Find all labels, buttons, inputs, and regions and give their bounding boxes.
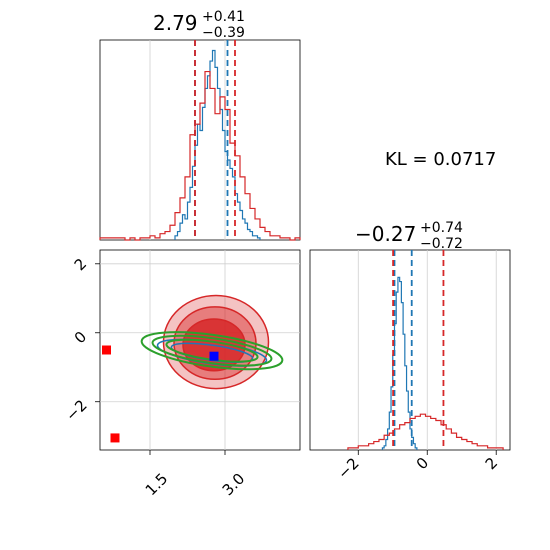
param1-value: 2.79 [153,11,198,35]
marker-layer [102,345,219,443]
hist-p2-red [347,413,504,450]
param1-lower: −0.39 [202,25,245,41]
p2-tick-label-3: 2 [482,454,501,473]
p2-tick-label-1: −2 [334,454,362,482]
kl-label: KL = 0.0717 [385,149,496,170]
hist-p1-blue [174,49,261,240]
x-tick-label-2: 3.0 [219,470,249,500]
p2-tick-label-2: 0 [413,454,432,473]
y-tick-label-3: −2 [62,396,90,424]
tick-marks [95,263,497,455]
scatter-frame [99,249,301,451]
param1-upper: +0.41 [202,9,245,25]
hist-p2-frame [309,249,511,451]
green-contour-1 [151,334,273,367]
hist-p1-red [99,70,301,241]
green-contour-0 [140,331,284,371]
x-tick-label-1: 1.5 [142,470,172,500]
param2-upper: +0.74 [420,220,463,236]
quantile-lines [194,40,445,450]
param2-value: −0.27 [355,222,416,246]
marker-truth [209,351,219,361]
hist-p1-frame [99,39,301,241]
marker-outlier-2 [110,433,120,443]
contour-layer [140,294,284,390]
param2-lower: −0.72 [420,236,463,252]
y-tick-label-2: 0 [71,328,90,347]
marker-outlier-1 [102,345,111,355]
y-tick-label-1: 2 [71,255,90,274]
